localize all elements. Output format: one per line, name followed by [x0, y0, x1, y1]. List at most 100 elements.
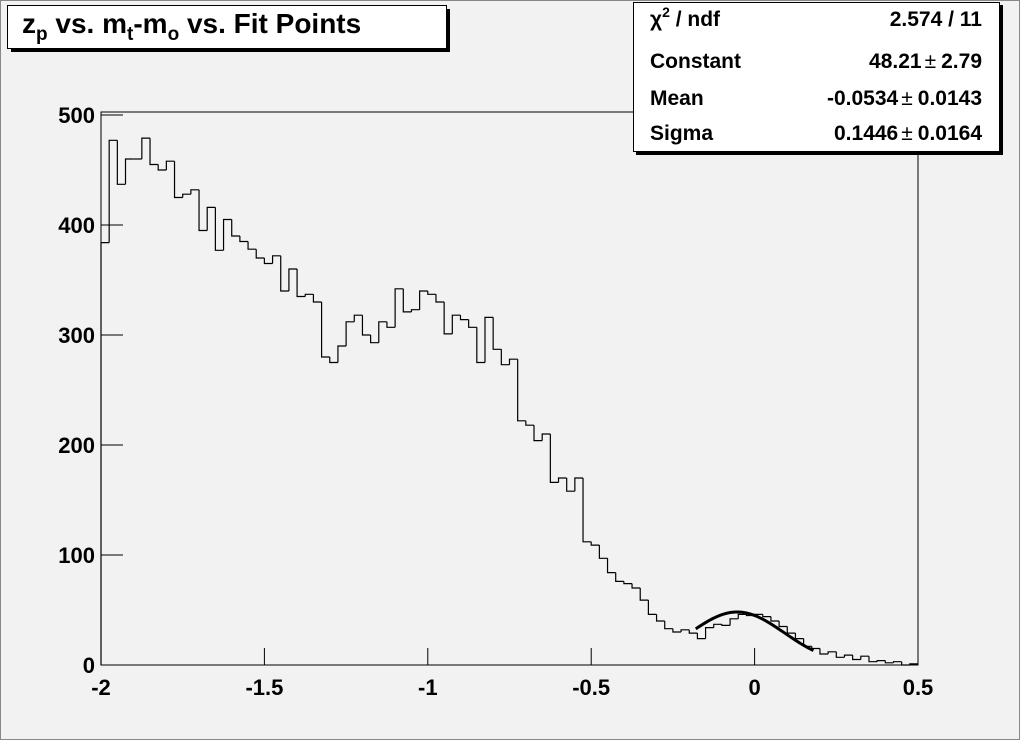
bin [541, 433, 551, 441]
bin [271, 255, 281, 264]
y-tick-label: 200 [58, 433, 95, 458]
x-tick-label: 0 [748, 675, 760, 700]
bin [361, 315, 371, 336]
bin [337, 345, 347, 363]
bin [533, 425, 543, 442]
bin [819, 648, 829, 655]
bin [108, 139, 118, 243]
bin [222, 218, 232, 251]
x-tick-label: 0.5 [903, 675, 934, 700]
bin [721, 624, 731, 626]
bin [860, 655, 869, 660]
bin [623, 581, 633, 585]
title-part: vs. Fit Points [179, 8, 361, 39]
bin [459, 315, 469, 321]
bin [729, 618, 739, 626]
bin [443, 302, 453, 335]
bin [468, 319, 477, 328]
subscript: p [36, 24, 48, 45]
x-tick-label: -1.5 [245, 675, 283, 700]
bin [884, 660, 894, 664]
bin [500, 349, 510, 366]
bin [639, 588, 649, 601]
bin [606, 558, 616, 574]
bin [778, 621, 788, 628]
param-error: 0.0143 [918, 87, 982, 110]
bin [762, 614, 771, 618]
bin [157, 164, 167, 171]
bin [206, 206, 216, 231]
stats-value: 2.574 / 11 [890, 8, 983, 31]
y-tick-label: 300 [58, 323, 95, 348]
bin [255, 249, 265, 259]
bin [141, 137, 151, 159]
bin [214, 207, 224, 251]
superscript: 2 [662, 4, 670, 20]
bin [557, 477, 567, 483]
title-part: -m [133, 8, 167, 39]
bin [247, 241, 257, 250]
bin [770, 616, 780, 622]
plot: 0 100 200 300 400 500 -2 -1.5 -1 -0.5 0 0.5 [58, 103, 933, 700]
bin [190, 189, 200, 195]
bin [353, 314, 363, 322]
bin [566, 478, 575, 492]
stats-box [633, 2, 1000, 152]
title-part: / ndf [670, 8, 721, 31]
bin [329, 357, 338, 364]
stats-label: Mean [650, 87, 704, 110]
y-tick-label: 400 [58, 213, 95, 238]
param-error: 0.0164 [918, 122, 983, 145]
subscript: t [127, 24, 134, 45]
bin [852, 655, 861, 661]
bin [672, 628, 682, 633]
title-part: χ [650, 8, 662, 31]
chart-title: zp vs. mt-mo vs. Fit Points [22, 8, 361, 45]
stats-label: Sigma [650, 122, 713, 145]
bin [704, 627, 714, 639]
bin [484, 316, 494, 363]
bin [386, 321, 396, 328]
bin [590, 541, 600, 546]
bin [198, 189, 208, 232]
bin [549, 434, 559, 483]
subscript: o [168, 24, 180, 45]
bin [647, 600, 657, 615]
param-separator: ± [925, 50, 937, 73]
bin [239, 236, 249, 243]
bin [696, 633, 706, 640]
param-error: 2.79 [941, 50, 982, 73]
param-separator: ± [901, 122, 913, 145]
y-tick-label: 0 [83, 653, 95, 678]
param-value: 48.21 [869, 50, 922, 73]
bin [263, 258, 273, 265]
bin [280, 255, 289, 292]
x-tick-label: -0.5 [572, 675, 610, 700]
bin [165, 160, 175, 170]
bin [598, 545, 608, 559]
bin [345, 321, 355, 346]
bin [688, 629, 698, 634]
bin [410, 309, 420, 312]
bin [876, 660, 886, 662]
bin [296, 269, 306, 298]
bin [737, 613, 747, 619]
title-part: vs. m [48, 8, 127, 39]
bin [868, 656, 878, 663]
bin [288, 268, 298, 291]
bin [320, 302, 330, 358]
bin [149, 138, 159, 166]
bin [312, 294, 322, 303]
bin [664, 621, 673, 630]
stats-label: χ2 / ndf [650, 4, 721, 31]
bin [492, 317, 502, 350]
bin [394, 288, 404, 328]
bin [124, 158, 134, 185]
bin [402, 288, 412, 313]
bin [173, 161, 183, 199]
bin [435, 294, 445, 303]
plot-frame [100, 111, 919, 666]
